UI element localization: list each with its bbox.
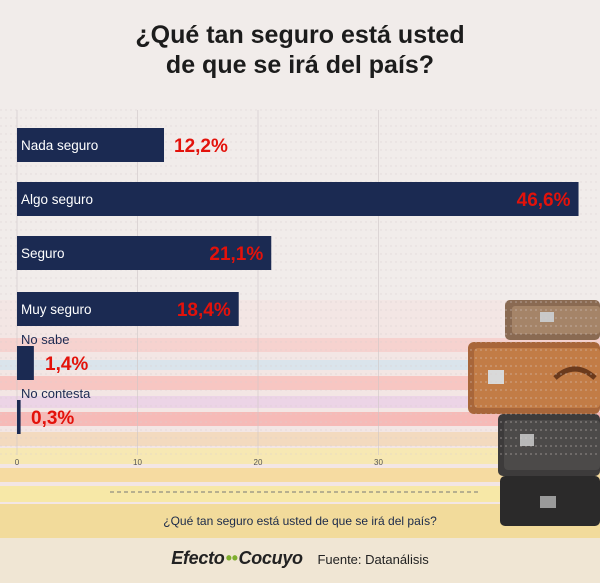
category-label: Seguro — [21, 246, 65, 261]
bar — [17, 236, 272, 270]
chart-title-line1: ¿Qué tan seguro está usted — [135, 21, 465, 49]
source-text: Fuente: Datanálisis — [317, 552, 429, 567]
suitcase-stack-icon — [468, 300, 600, 526]
value-label: 12,2% — [174, 136, 228, 157]
value-label: 18,4% — [177, 300, 231, 321]
brand-logo: Efecto••Cocuyo — [171, 548, 307, 568]
x-tick-label: 20 — [254, 458, 263, 467]
category-label: No sabe — [21, 332, 69, 347]
bar — [17, 182, 579, 216]
bar — [17, 292, 239, 326]
category-label: Algo seguro — [21, 192, 93, 207]
value-label: 21,1% — [209, 244, 263, 265]
x-tick-label: 30 — [374, 458, 383, 467]
x-axis-title: ¿Qué tan seguro está usted de que se irá… — [163, 514, 437, 528]
category-label: Muy seguro — [21, 302, 92, 317]
category-label: Nada seguro — [21, 138, 98, 153]
chart-title: ¿Qué tan seguro está usted de que se irá… — [0, 20, 600, 80]
x-tick-label: 0 — [15, 458, 20, 467]
logo-part1: Efecto — [171, 548, 225, 568]
x-tick-label: 10 — [133, 458, 142, 467]
value-label: 1,4% — [45, 354, 88, 375]
value-label: 46,6% — [517, 190, 571, 211]
value-label: 0,3% — [31, 408, 74, 429]
logo-part2: Cocuyo — [238, 548, 304, 568]
logo-dots: •• — [225, 548, 238, 568]
bar — [17, 128, 165, 162]
category-label: No contesta — [21, 386, 91, 401]
chart-title-line2: de que se irá del país? — [165, 51, 435, 79]
bar — [17, 346, 34, 380]
footer: Efecto••Cocuyo Fuente: Datanálisis — [0, 548, 600, 569]
bar — [17, 400, 21, 434]
